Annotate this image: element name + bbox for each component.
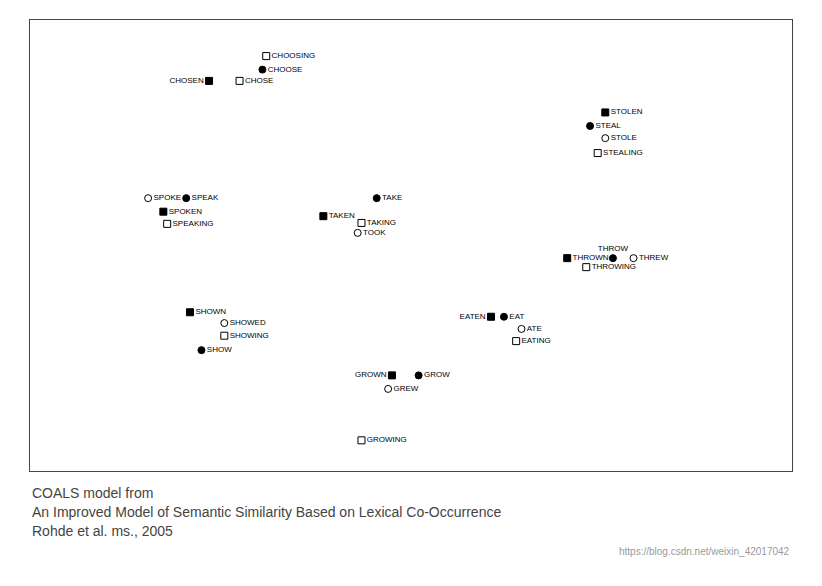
svg-text:SHOWED: SHOWED bbox=[230, 318, 266, 327]
svg-text:STEAL: STEAL bbox=[595, 121, 621, 130]
svg-text:TAKING: TAKING bbox=[367, 218, 396, 227]
svg-text:COALS model from: COALS model from bbox=[32, 485, 153, 501]
svg-text:TAKE: TAKE bbox=[382, 193, 402, 202]
svg-text:EATING: EATING bbox=[522, 336, 551, 345]
svg-text:EAT: EAT bbox=[509, 312, 524, 321]
svg-text:STOLEN: STOLEN bbox=[611, 107, 643, 116]
svg-text:SPEAKING: SPEAKING bbox=[173, 219, 214, 228]
svg-text:https://blog.csdn.net/weixin_4: https://blog.csdn.net/weixin_42017042 bbox=[619, 546, 790, 557]
svg-text:GROWING: GROWING bbox=[367, 435, 407, 444]
svg-text:CHOOSE: CHOOSE bbox=[268, 65, 303, 74]
svg-text:THROWN: THROWN bbox=[573, 253, 609, 262]
svg-text:THROWING: THROWING bbox=[592, 262, 636, 271]
svg-text:STOLE: STOLE bbox=[611, 133, 637, 142]
svg-text:GROWN: GROWN bbox=[355, 370, 387, 379]
svg-text:CHOOSING: CHOOSING bbox=[272, 51, 316, 60]
svg-text:EATEN: EATEN bbox=[460, 312, 486, 321]
svg-text:SPOKE: SPOKE bbox=[153, 193, 181, 202]
svg-text:CHOSE: CHOSE bbox=[245, 76, 273, 85]
svg-text:ATE: ATE bbox=[527, 324, 542, 333]
svg-text:Rohde et al. ms., 2005: Rohde et al. ms., 2005 bbox=[32, 523, 173, 539]
svg-text:CHOSEN: CHOSEN bbox=[169, 76, 203, 85]
svg-text:THROW: THROW bbox=[598, 244, 629, 253]
svg-text:THREW: THREW bbox=[639, 253, 669, 262]
svg-text:SHOWING: SHOWING bbox=[230, 331, 269, 340]
svg-text:STEALING: STEALING bbox=[603, 148, 643, 157]
svg-text:TAKEN: TAKEN bbox=[329, 211, 355, 220]
svg-text:An Improved Model of Semantic: An Improved Model of Semantic Similarity… bbox=[32, 504, 501, 520]
svg-text:TOOK: TOOK bbox=[363, 228, 386, 237]
svg-text:GREW: GREW bbox=[394, 384, 419, 393]
svg-text:SPEAK: SPEAK bbox=[192, 193, 219, 202]
svg-text:SHOW: SHOW bbox=[207, 345, 232, 354]
svg-text:GROW: GROW bbox=[424, 370, 450, 379]
svg-text:SHOWN: SHOWN bbox=[195, 307, 226, 316]
svg-text:SPOKEN: SPOKEN bbox=[169, 207, 203, 216]
